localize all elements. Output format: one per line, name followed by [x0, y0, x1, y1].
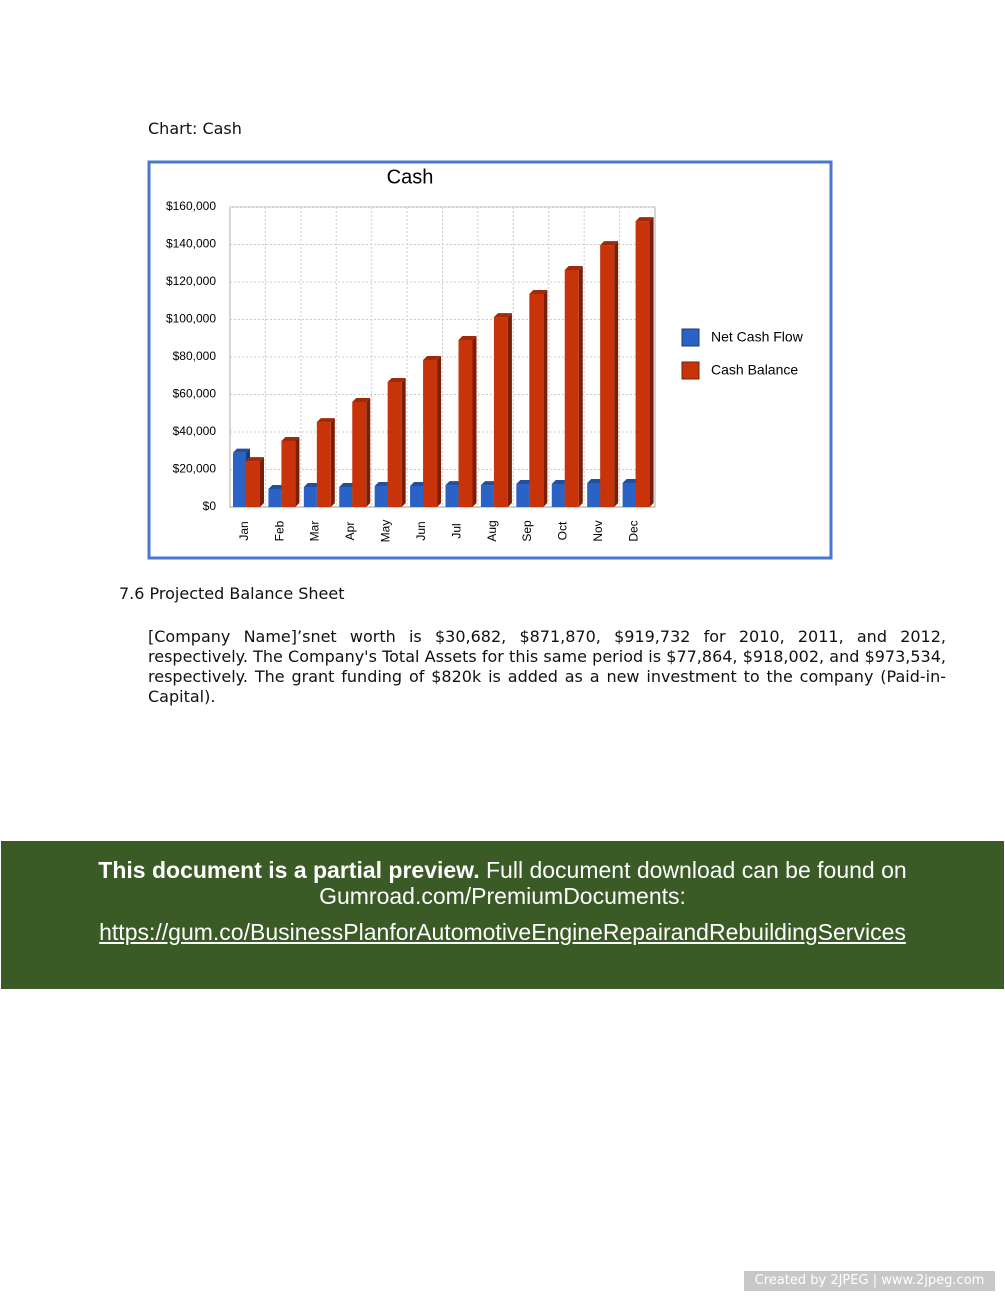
bar-side: [260, 457, 264, 507]
banner-message: This document is a partial preview. Full…: [88, 857, 918, 909]
bar: [352, 402, 367, 507]
x-tick-label: Mar: [308, 521, 322, 542]
bar-top: [303, 482, 321, 487]
bar-top: [635, 217, 654, 222]
bar-top: [564, 266, 583, 270]
bar-side: [295, 437, 300, 507]
preview-banner: This document is a partial preview. Full…: [1, 841, 1004, 989]
y-tick-label: $0: [203, 499, 217, 513]
bar: [316, 422, 331, 507]
x-tick-label: Jun: [414, 521, 428, 540]
bar: [480, 485, 494, 507]
bar: [600, 245, 615, 507]
bar-top: [445, 481, 463, 486]
bar-top: [268, 485, 286, 489]
bar: [303, 486, 317, 507]
banner-bold: This document is a partial preview.: [98, 857, 480, 883]
bar-top: [233, 448, 250, 453]
bar-top: [587, 479, 605, 483]
y-tick-label: $40,000: [173, 424, 217, 438]
legend-label: Net Cash Flow: [711, 329, 804, 345]
bar: [268, 489, 282, 507]
bar-side: [437, 356, 442, 507]
bar-top: [410, 482, 428, 486]
bar-side: [614, 241, 619, 507]
bar: [339, 486, 353, 507]
bar-side: [649, 217, 654, 507]
section-heading: 7.6 Projected Balance Sheet: [119, 584, 345, 603]
x-tick-label: Apr: [343, 522, 357, 541]
bar: [410, 486, 424, 507]
bar: [529, 294, 544, 507]
bar-top: [529, 290, 548, 294]
bar: [622, 483, 636, 507]
bar-top: [246, 457, 264, 462]
x-tick-label: Oct: [556, 521, 570, 540]
bar-side: [401, 377, 406, 507]
bar-top: [600, 241, 619, 246]
bar-top: [622, 479, 640, 483]
y-tick-label: $60,000: [173, 387, 217, 401]
x-tick-label: Aug: [485, 520, 499, 541]
y-tick-label: $100,000: [166, 312, 216, 326]
bar: [587, 483, 601, 507]
bar-side: [578, 266, 583, 507]
bar-top: [423, 356, 442, 360]
bar: [233, 452, 246, 507]
legend-label: Cash Balance: [711, 362, 798, 378]
x-tick-label: Feb: [272, 520, 286, 541]
x-tick-label: May: [379, 520, 393, 543]
bar: [458, 339, 473, 507]
bar-top: [493, 313, 512, 318]
x-tick-label: Sep: [520, 520, 534, 542]
paragraph: [Company Name]’snet worth is $30,682, $8…: [148, 627, 946, 706]
bar: [374, 486, 388, 507]
bar-top: [516, 479, 534, 484]
bar-side: [543, 290, 548, 507]
banner-text: Full document download can be found on G…: [319, 857, 907, 909]
x-tick-label: Nov: [591, 520, 605, 541]
bar-side: [366, 398, 371, 507]
x-tick-label: Jul: [449, 523, 463, 538]
chart-title: Cash: [387, 166, 434, 188]
bar-top: [480, 481, 498, 486]
bar: [551, 483, 565, 507]
bar: [387, 381, 402, 507]
bar-side: [330, 418, 335, 507]
bar-side: [507, 313, 512, 507]
bar-top: [281, 437, 300, 441]
chart-caption: Chart: Cash: [148, 119, 242, 138]
x-tick-label: Dec: [626, 520, 640, 541]
y-tick-label: $140,000: [166, 237, 216, 251]
bar: [423, 360, 438, 507]
bar-top: [387, 377, 406, 382]
bar: [246, 461, 260, 507]
y-tick-label: $80,000: [173, 349, 217, 363]
y-tick-label: $20,000: [173, 462, 217, 476]
bar: [493, 317, 508, 507]
banner-link[interactable]: https://gum.co/BusinessPlanforAutomotive…: [99, 919, 906, 945]
chart: Cash $0 $20,000 $40,000 $60,000 $80,000 $100,…: [147, 160, 833, 560]
bar-top: [339, 482, 357, 487]
bar: [516, 483, 530, 507]
bar-top: [316, 418, 335, 423]
bar: [635, 221, 650, 507]
bar-top: [374, 482, 392, 486]
legend-swatch: [681, 328, 700, 347]
y-tick-label: $120,000: [166, 274, 216, 288]
legend-swatch: [681, 361, 700, 380]
bar-top: [458, 335, 477, 340]
x-tick-label: Jan: [237, 521, 251, 540]
bar: [564, 270, 579, 507]
bar: [445, 485, 459, 507]
bar-top: [551, 479, 569, 484]
footer: Created by 2JPEG | www.2jpeg.com: [744, 1271, 995, 1291]
bar: [281, 441, 296, 507]
bar-side: [472, 335, 477, 507]
bar-top: [352, 398, 371, 402]
y-tick-label: $160,000: [166, 199, 216, 213]
